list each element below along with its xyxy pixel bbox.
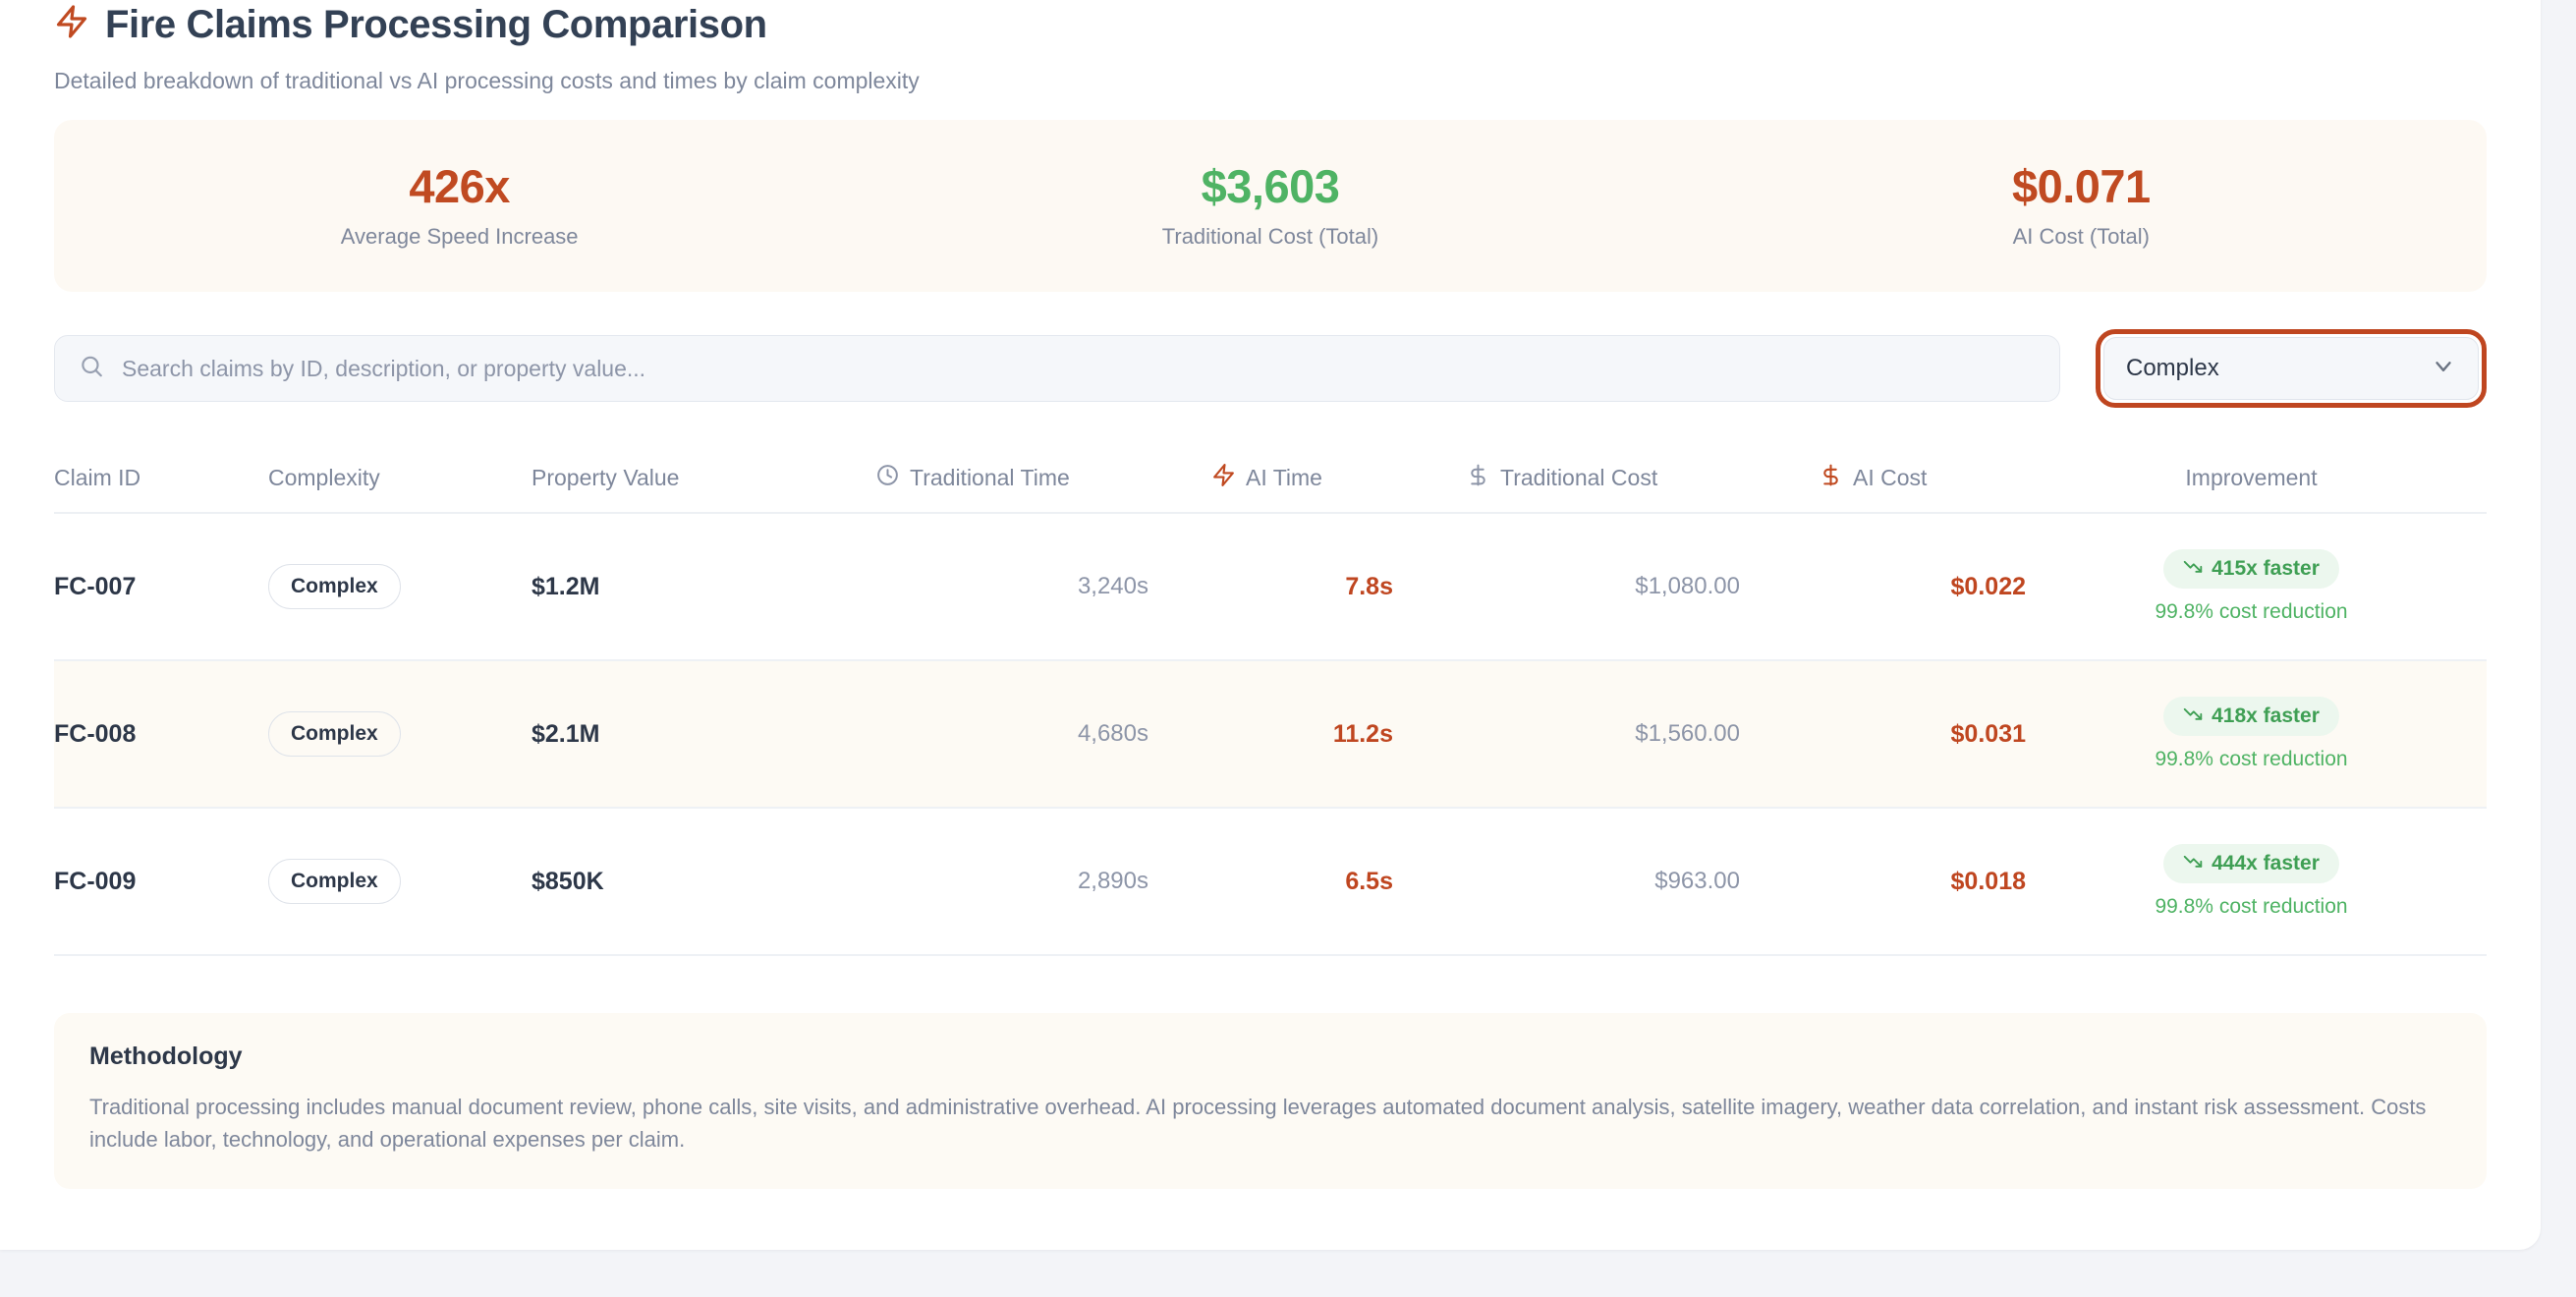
table-header-row: Claim ID Complexity Property Value Tradi… bbox=[54, 443, 2487, 514]
cell-property-value: $850K bbox=[532, 867, 604, 895]
column-header-traditional-cost: Traditional Cost bbox=[1450, 463, 1779, 493]
comparison-card: Fire Claims Processing Comparison Detail… bbox=[0, 0, 2541, 1250]
cell-claim-id: FC-009 bbox=[54, 867, 137, 895]
card-header: Fire Claims Processing Comparison bbox=[54, 0, 2487, 48]
controls-row: Complex bbox=[54, 329, 2487, 408]
cell-traditional-cost: $1,560.00 bbox=[1635, 720, 1740, 747]
cell-claim-id: FC-007 bbox=[54, 572, 137, 600]
improvement-badge: 415x faster bbox=[2163, 549, 2339, 589]
lightning-bolt-icon bbox=[1211, 463, 1236, 493]
page-title: Fire Claims Processing Comparison bbox=[105, 2, 767, 46]
cell-complexity: Complex bbox=[268, 564, 532, 609]
cell-claim-id: FC-008 bbox=[54, 719, 137, 748]
dollar-icon bbox=[1466, 463, 1490, 493]
methodology-title: Methodology bbox=[89, 1043, 243, 1070]
stat-value: $0.071 bbox=[2011, 159, 2151, 212]
improvement-subtext: 99.8% cost reduction bbox=[2155, 600, 2348, 623]
chevron-down-icon bbox=[2431, 354, 2456, 384]
cell-complexity: Complex bbox=[268, 859, 532, 904]
column-header-claim-id: Claim ID bbox=[54, 464, 141, 490]
clock-icon bbox=[875, 463, 900, 493]
column-header-label: Traditional Cost bbox=[1500, 464, 1658, 490]
column-header-complexity: Complexity bbox=[268, 464, 380, 490]
stat-value: $3,603 bbox=[1201, 159, 1340, 212]
cell-traditional-cost: $963.00 bbox=[1654, 868, 1740, 894]
column-header-property-value: Property Value bbox=[532, 464, 680, 490]
stat-label: Traditional Cost (Total) bbox=[1161, 224, 1379, 250]
column-header-traditional-time: Traditional Time bbox=[866, 463, 1190, 493]
improvement-badge-label: 415x faster bbox=[2212, 557, 2320, 580]
trending-down-icon bbox=[2183, 704, 2203, 729]
trending-down-icon bbox=[2183, 851, 2203, 876]
stat-label: Average Speed Increase bbox=[340, 224, 579, 250]
complexity-filter-select[interactable]: Complex bbox=[2096, 329, 2487, 408]
table-row[interactable]: FC-007 Complex $1.2M 3,240s 7.8s $1,080.… bbox=[54, 514, 2487, 661]
cell-traditional-time: 3,240s bbox=[1077, 573, 1148, 599]
table-row[interactable]: FC-009 Complex $850K 2,890s 6.5s $963.00… bbox=[54, 809, 2487, 956]
stat-label: AI Cost (Total) bbox=[2012, 224, 2150, 250]
trending-down-icon bbox=[2183, 556, 2203, 582]
improvement-badge-label: 444x faster bbox=[2212, 852, 2320, 874]
claims-table: Claim ID Complexity Property Value Tradi… bbox=[54, 443, 2487, 956]
improvement-badge: 444x faster bbox=[2163, 844, 2339, 883]
column-header-ai-time: AI Time bbox=[1190, 463, 1450, 493]
lightning-bolt-icon bbox=[54, 0, 89, 48]
cell-ai-time: 7.8s bbox=[1345, 572, 1393, 600]
stat-value: 426x bbox=[409, 159, 510, 212]
methodology-panel: Methodology Traditional processing inclu… bbox=[54, 1013, 2487, 1189]
complexity-chip: Complex bbox=[268, 564, 401, 609]
cell-improvement: 415x faster 99.8% cost reduction bbox=[2069, 549, 2487, 624]
column-header-label: Traditional Time bbox=[910, 464, 1070, 490]
complexity-chip: Complex bbox=[268, 711, 401, 757]
improvement-badge: 418x faster bbox=[2163, 697, 2339, 736]
column-header-label: AI Cost bbox=[1853, 464, 1928, 490]
cell-traditional-cost: $1,080.00 bbox=[1635, 573, 1740, 599]
improvement-subtext: 99.8% cost reduction bbox=[2155, 748, 2348, 770]
cell-complexity: Complex bbox=[268, 711, 532, 757]
column-header-label: AI Time bbox=[1246, 464, 1322, 490]
search-input[interactable] bbox=[54, 335, 2060, 402]
cell-property-value: $1.2M bbox=[532, 572, 600, 600]
column-header-ai-cost: AI Cost bbox=[1779, 463, 2069, 493]
complexity-filter-inner[interactable]: Complex bbox=[2103, 337, 2479, 400]
cell-ai-cost: $0.031 bbox=[1950, 719, 2026, 748]
dollar-icon bbox=[1819, 463, 1843, 493]
page-subtitle: Detailed breakdown of traditional vs AI … bbox=[54, 68, 920, 93]
methodology-body: Traditional processing includes manual d… bbox=[89, 1095, 2427, 1152]
search-field-wrapper bbox=[54, 335, 2060, 402]
stat-average-speed-increase: 426x Average Speed Increase bbox=[54, 159, 865, 250]
improvement-subtext: 99.8% cost reduction bbox=[2155, 895, 2348, 918]
column-header-improvement: Improvement bbox=[2185, 464, 2318, 490]
complexity-filter-value: Complex bbox=[2126, 355, 2219, 381]
table-row[interactable]: FC-008 Complex $2.1M 4,680s 11.2s $1,560… bbox=[54, 661, 2487, 809]
cell-ai-time: 11.2s bbox=[1332, 719, 1393, 748]
cell-ai-cost: $0.022 bbox=[1950, 572, 2026, 600]
stat-ai-cost-total: $0.071 AI Cost (Total) bbox=[1676, 159, 2487, 250]
cell-improvement: 418x faster 99.8% cost reduction bbox=[2069, 697, 2487, 771]
improvement-badge-label: 418x faster bbox=[2212, 705, 2320, 727]
summary-stats-bar: 426x Average Speed Increase $3,603 Tradi… bbox=[54, 120, 2487, 292]
cell-traditional-time: 2,890s bbox=[1077, 868, 1148, 894]
complexity-chip: Complex bbox=[268, 859, 401, 904]
cell-ai-cost: $0.018 bbox=[1950, 867, 2026, 895]
cell-property-value: $2.1M bbox=[532, 719, 600, 748]
cell-ai-time: 6.5s bbox=[1345, 867, 1393, 895]
cell-improvement: 444x faster 99.8% cost reduction bbox=[2069, 844, 2487, 919]
stat-traditional-cost-total: $3,603 Traditional Cost (Total) bbox=[865, 159, 1675, 250]
cell-traditional-time: 4,680s bbox=[1077, 720, 1148, 747]
